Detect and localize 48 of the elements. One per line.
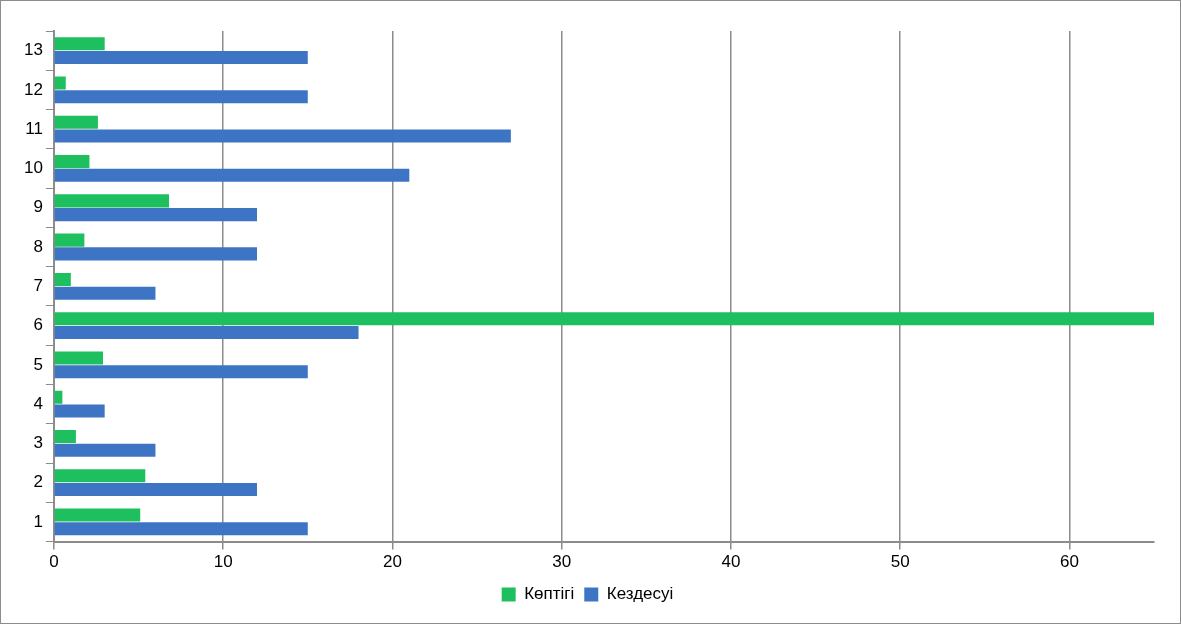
bar xyxy=(54,351,103,365)
bar xyxy=(54,272,71,286)
x-tick-label: 20 xyxy=(382,552,402,572)
x-tick-label: 30 xyxy=(552,552,572,572)
bar xyxy=(54,404,105,418)
bar xyxy=(54,168,410,182)
bar xyxy=(54,37,105,51)
x-tick-label: 40 xyxy=(721,552,741,572)
y-tick-label: 4 xyxy=(33,393,43,413)
y-tick-label: 6 xyxy=(33,315,43,335)
y-tick-label: 2 xyxy=(33,472,43,492)
bar xyxy=(54,233,85,247)
y-tick-label: 13 xyxy=(23,40,43,60)
bar xyxy=(54,325,359,339)
y-tick-label: 5 xyxy=(33,354,43,374)
bar xyxy=(54,312,1154,326)
bar xyxy=(54,50,308,65)
bar xyxy=(54,443,156,457)
x-tick-label: 0 xyxy=(49,552,59,572)
bar xyxy=(54,430,76,444)
x-tick-label: 50 xyxy=(890,552,910,572)
bar xyxy=(54,115,98,129)
bar xyxy=(54,76,66,90)
bar xyxy=(54,390,63,404)
y-tick-label: 8 xyxy=(33,236,43,256)
x-tick-label: 10 xyxy=(213,552,233,572)
bar xyxy=(54,247,257,261)
x-tick-label: 60 xyxy=(1059,552,1079,572)
bar xyxy=(54,129,511,143)
y-tick-label: 12 xyxy=(23,79,43,99)
legend-label: Көптігі xyxy=(524,584,575,604)
y-tick-label: 10 xyxy=(23,158,43,178)
bar xyxy=(54,286,156,300)
bar xyxy=(54,522,308,536)
bar xyxy=(54,469,146,483)
bar xyxy=(54,194,169,208)
y-tick-label: 7 xyxy=(33,275,43,295)
y-tick-label: 9 xyxy=(33,197,43,217)
bar xyxy=(54,508,141,522)
bar xyxy=(54,155,90,169)
bar xyxy=(54,365,308,379)
bar xyxy=(54,90,308,104)
y-tick-label: 1 xyxy=(33,511,43,531)
bar xyxy=(54,483,257,497)
bar xyxy=(54,208,257,222)
y-tick-label: 3 xyxy=(33,433,43,453)
y-tick-label: 11 xyxy=(25,118,43,138)
legend-label: Кездесуі xyxy=(606,584,674,604)
